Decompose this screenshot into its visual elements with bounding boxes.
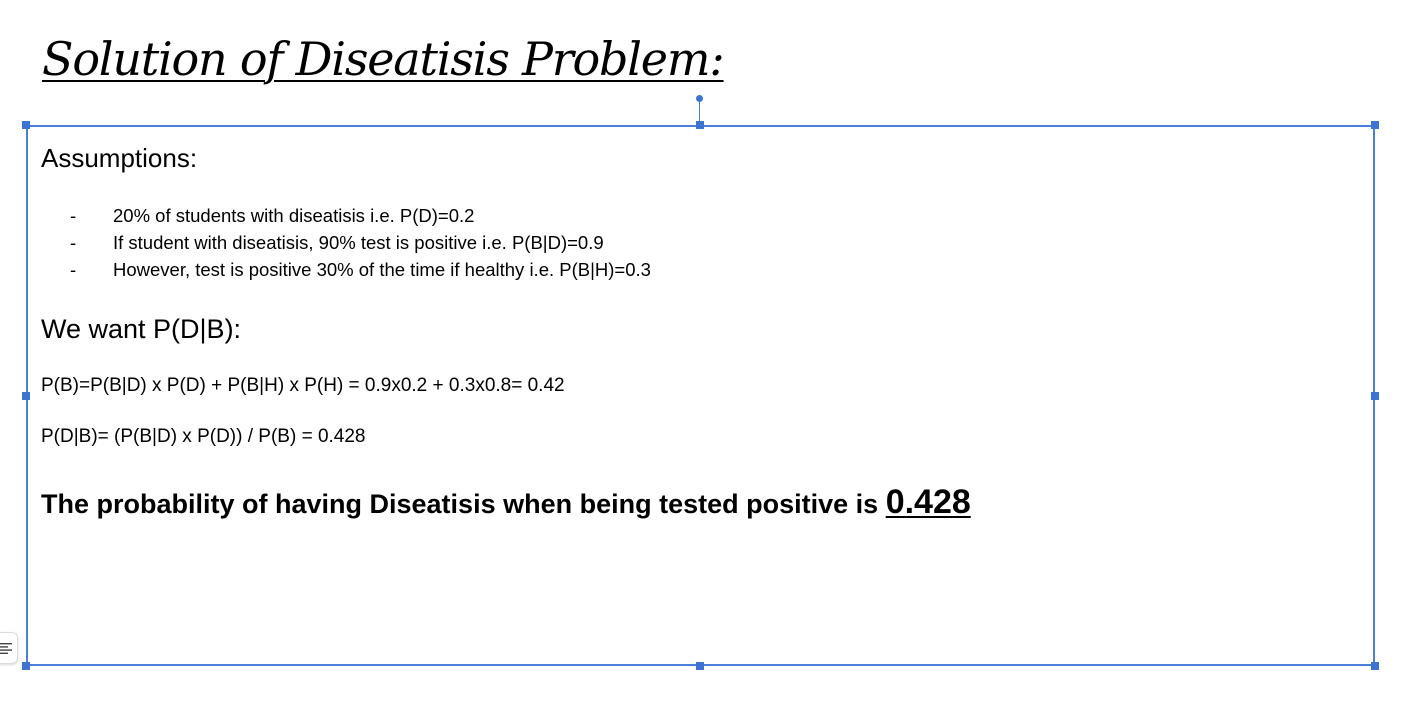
resize-handle-bottom-middle[interactable] — [696, 662, 704, 670]
resize-handle-top-right[interactable] — [1371, 121, 1379, 129]
resize-handle-top-left[interactable] — [22, 121, 30, 129]
slide-title[interactable]: Solution of Diseatisis Problem: — [42, 32, 725, 86]
list-item-text: 20% of students with diseatisis i.e. P(D… — [113, 205, 475, 226]
conclusion-text: The probability of having Diseatisis whe… — [41, 489, 879, 519]
conclusion-value: 0.428 — [885, 483, 971, 521]
text-align-icon — [0, 643, 12, 654]
resize-handle-middle-left[interactable] — [22, 392, 30, 400]
formula-total-probability: P(B)=P(B|D) x P(D) + P(B|H) x P(H) = 0.9… — [41, 375, 565, 396]
resize-handle-bottom-right[interactable] — [1371, 662, 1379, 670]
formula-bayes: P(D|B)= (P(B|D) x P(D)) / P(B) = 0.428 — [41, 426, 366, 447]
dash-bullet: - — [70, 205, 77, 226]
text-align-button[interactable] — [0, 632, 18, 664]
dash-bullet: - — [70, 259, 77, 280]
resize-handle-middle-right[interactable] — [1371, 392, 1379, 400]
resize-handle-bottom-left[interactable] — [22, 662, 30, 670]
list-item-text: However, test is positive 30% of the tim… — [113, 259, 651, 280]
rotate-handle-stem — [699, 100, 700, 125]
want-heading: We want P(D|B): — [41, 314, 242, 344]
resize-handle-top-middle[interactable] — [696, 121, 704, 129]
conclusion-line: The probability of having Diseatisis whe… — [41, 480, 971, 526]
assumptions-heading: Assumptions: — [41, 143, 198, 173]
dash-bullet: - — [70, 232, 77, 253]
list-item-text: If student with diseatisis, 90% test is … — [113, 232, 604, 253]
rotate-handle[interactable] — [696, 95, 703, 102]
